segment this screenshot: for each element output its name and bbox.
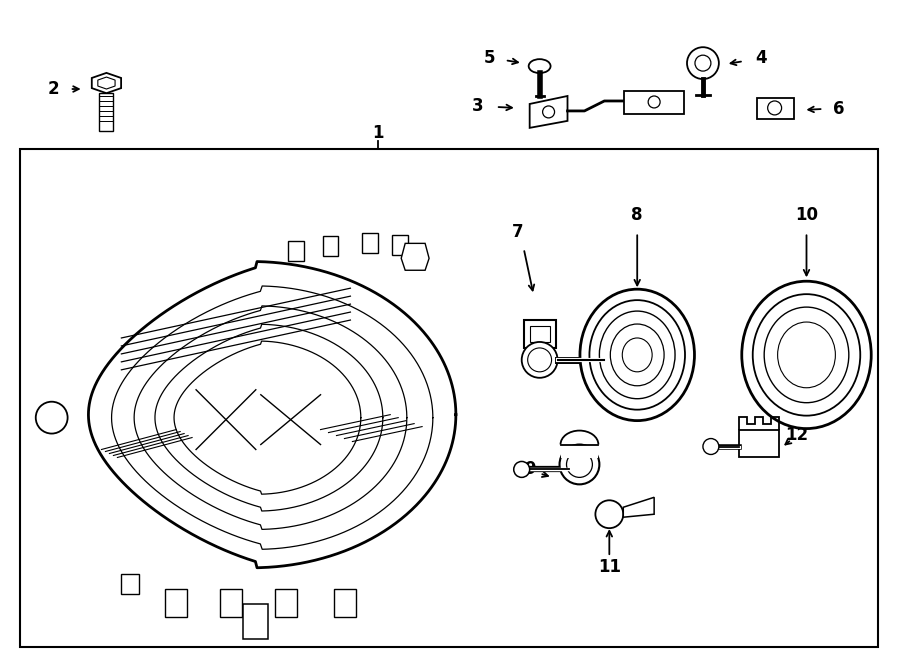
Bar — [322, 236, 338, 256]
Polygon shape — [530, 96, 568, 128]
Bar — [530, 326, 550, 342]
Circle shape — [596, 500, 624, 528]
Bar — [739, 430, 778, 457]
Circle shape — [514, 461, 530, 477]
Circle shape — [522, 342, 557, 378]
Circle shape — [695, 55, 711, 71]
Polygon shape — [92, 73, 122, 93]
Circle shape — [648, 96, 660, 108]
Ellipse shape — [764, 307, 849, 402]
Bar — [274, 589, 297, 617]
Ellipse shape — [528, 59, 551, 73]
Text: 3: 3 — [472, 97, 483, 115]
Ellipse shape — [580, 289, 695, 420]
Text: 12: 12 — [785, 426, 808, 444]
Circle shape — [36, 402, 68, 434]
Circle shape — [598, 350, 617, 370]
Bar — [524, 320, 555, 348]
Bar — [220, 589, 242, 617]
Ellipse shape — [778, 322, 835, 388]
Bar — [166, 589, 187, 617]
Polygon shape — [98, 77, 115, 89]
Bar — [363, 234, 378, 254]
Text: 2: 2 — [48, 80, 59, 98]
Text: 6: 6 — [832, 100, 844, 118]
Circle shape — [703, 438, 719, 455]
Circle shape — [768, 101, 781, 115]
Bar — [122, 574, 140, 594]
Text: 10: 10 — [795, 207, 818, 224]
Ellipse shape — [622, 338, 652, 372]
Bar — [100, 93, 113, 131]
Bar — [288, 242, 303, 261]
Ellipse shape — [610, 324, 664, 386]
Text: 7: 7 — [512, 223, 524, 242]
Ellipse shape — [590, 300, 685, 410]
Bar — [392, 236, 409, 256]
Bar — [20, 149, 878, 647]
Text: 9: 9 — [524, 460, 536, 479]
Ellipse shape — [752, 294, 860, 416]
Text: 8: 8 — [632, 207, 643, 224]
Circle shape — [560, 444, 599, 485]
Bar — [243, 604, 268, 639]
Polygon shape — [625, 91, 684, 114]
Ellipse shape — [599, 311, 675, 399]
Text: 5: 5 — [484, 49, 496, 67]
Bar — [561, 444, 599, 459]
Ellipse shape — [742, 281, 871, 428]
Text: 4: 4 — [755, 49, 767, 67]
Circle shape — [527, 348, 552, 372]
Polygon shape — [757, 98, 794, 119]
Text: 11: 11 — [598, 558, 621, 576]
Circle shape — [566, 451, 592, 477]
Polygon shape — [401, 244, 429, 270]
Polygon shape — [624, 497, 654, 517]
Circle shape — [543, 106, 554, 118]
Text: 1: 1 — [373, 124, 384, 142]
Bar — [335, 589, 356, 617]
Circle shape — [687, 47, 719, 79]
